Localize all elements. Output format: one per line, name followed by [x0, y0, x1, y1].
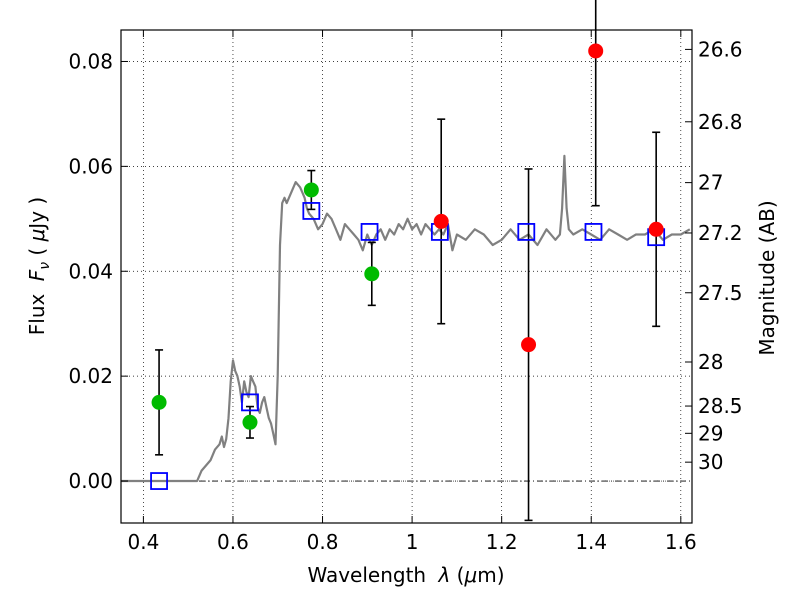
y2-tick-label: 27 — [698, 171, 723, 195]
observed-point — [588, 43, 604, 59]
observed-point — [151, 394, 167, 410]
observed-point — [364, 266, 380, 282]
y-tick-label: 0.02 — [68, 364, 113, 388]
y-axis-title-F: F — [25, 269, 49, 281]
x-tick-label: 1.6 — [665, 530, 697, 554]
observed-point — [303, 182, 319, 198]
y2-tick-label: 26.6 — [698, 37, 743, 61]
y-axis-title: Flux Fν ( μJy ) — [25, 197, 53, 335]
x-axis-title-unit-rest: m) — [477, 563, 504, 587]
model-photometry-square — [302, 202, 321, 220]
data-series — [121, 0, 691, 522]
model-photometry-square — [241, 393, 259, 412]
observed-point — [521, 337, 537, 353]
x-axis-title: Wavelength λ (μm) — [307, 563, 504, 587]
y2-tick-label: 30 — [698, 450, 723, 474]
y2-axis-title: Magnitude (AB) — [755, 200, 779, 355]
model-photometry-square — [584, 223, 603, 241]
y-tick-label: 0.06 — [68, 154, 113, 178]
x-tick-label: 0.4 — [127, 530, 159, 554]
y-tick-label: 0.08 — [68, 49, 113, 73]
y2-tick-label: 28.5 — [698, 394, 743, 418]
x-tick-label: 0.6 — [217, 530, 249, 554]
x-axis-title-unit-open: ( — [450, 563, 464, 587]
model-photometry-square — [150, 472, 168, 490]
x-tick-label: 0.8 — [307, 530, 339, 554]
y-axis-title-unit-mu: μ — [25, 229, 49, 243]
y-tick-label: 0.04 — [68, 259, 113, 283]
x-axis-title-text: Wavelength — [307, 563, 432, 587]
x-tick-label: 1.4 — [575, 530, 607, 554]
y-axis-title-text: Flux — [25, 287, 49, 335]
y2-tick-label: 27.5 — [698, 281, 743, 305]
observed-point — [648, 221, 664, 237]
model-photometry-square — [360, 223, 379, 241]
y-axis-title-unit-open: ( — [25, 241, 49, 262]
model-photometry-square — [517, 223, 536, 241]
observed-point — [433, 213, 449, 229]
plot-frame — [120, 29, 693, 524]
y2-tick-label: 28 — [698, 350, 723, 374]
y2-tick-label: 29 — [698, 421, 723, 445]
y2-tick-label: 27.2 — [698, 221, 743, 245]
y-axis-title-sub: ν — [37, 262, 53, 270]
y-tick-label: 0.00 — [68, 469, 113, 493]
y-axis-title-unit-rest: Jy ) — [25, 197, 49, 231]
axis-ticks: 0.4 0.6 0.8 1 1.2 1.4 1.6 0.00 0.02 0.04 0.06 0.08 2… — [68, 30, 743, 554]
x-axis-title-symbol: λ — [437, 563, 450, 587]
observed-point — [242, 414, 258, 430]
x-tick-label: 1.2 — [486, 530, 518, 554]
x-axis-title-unit-mu: μ — [463, 563, 477, 587]
y2-tick-label: 26.8 — [698, 110, 743, 134]
x-tick-label: 1 — [406, 530, 419, 554]
